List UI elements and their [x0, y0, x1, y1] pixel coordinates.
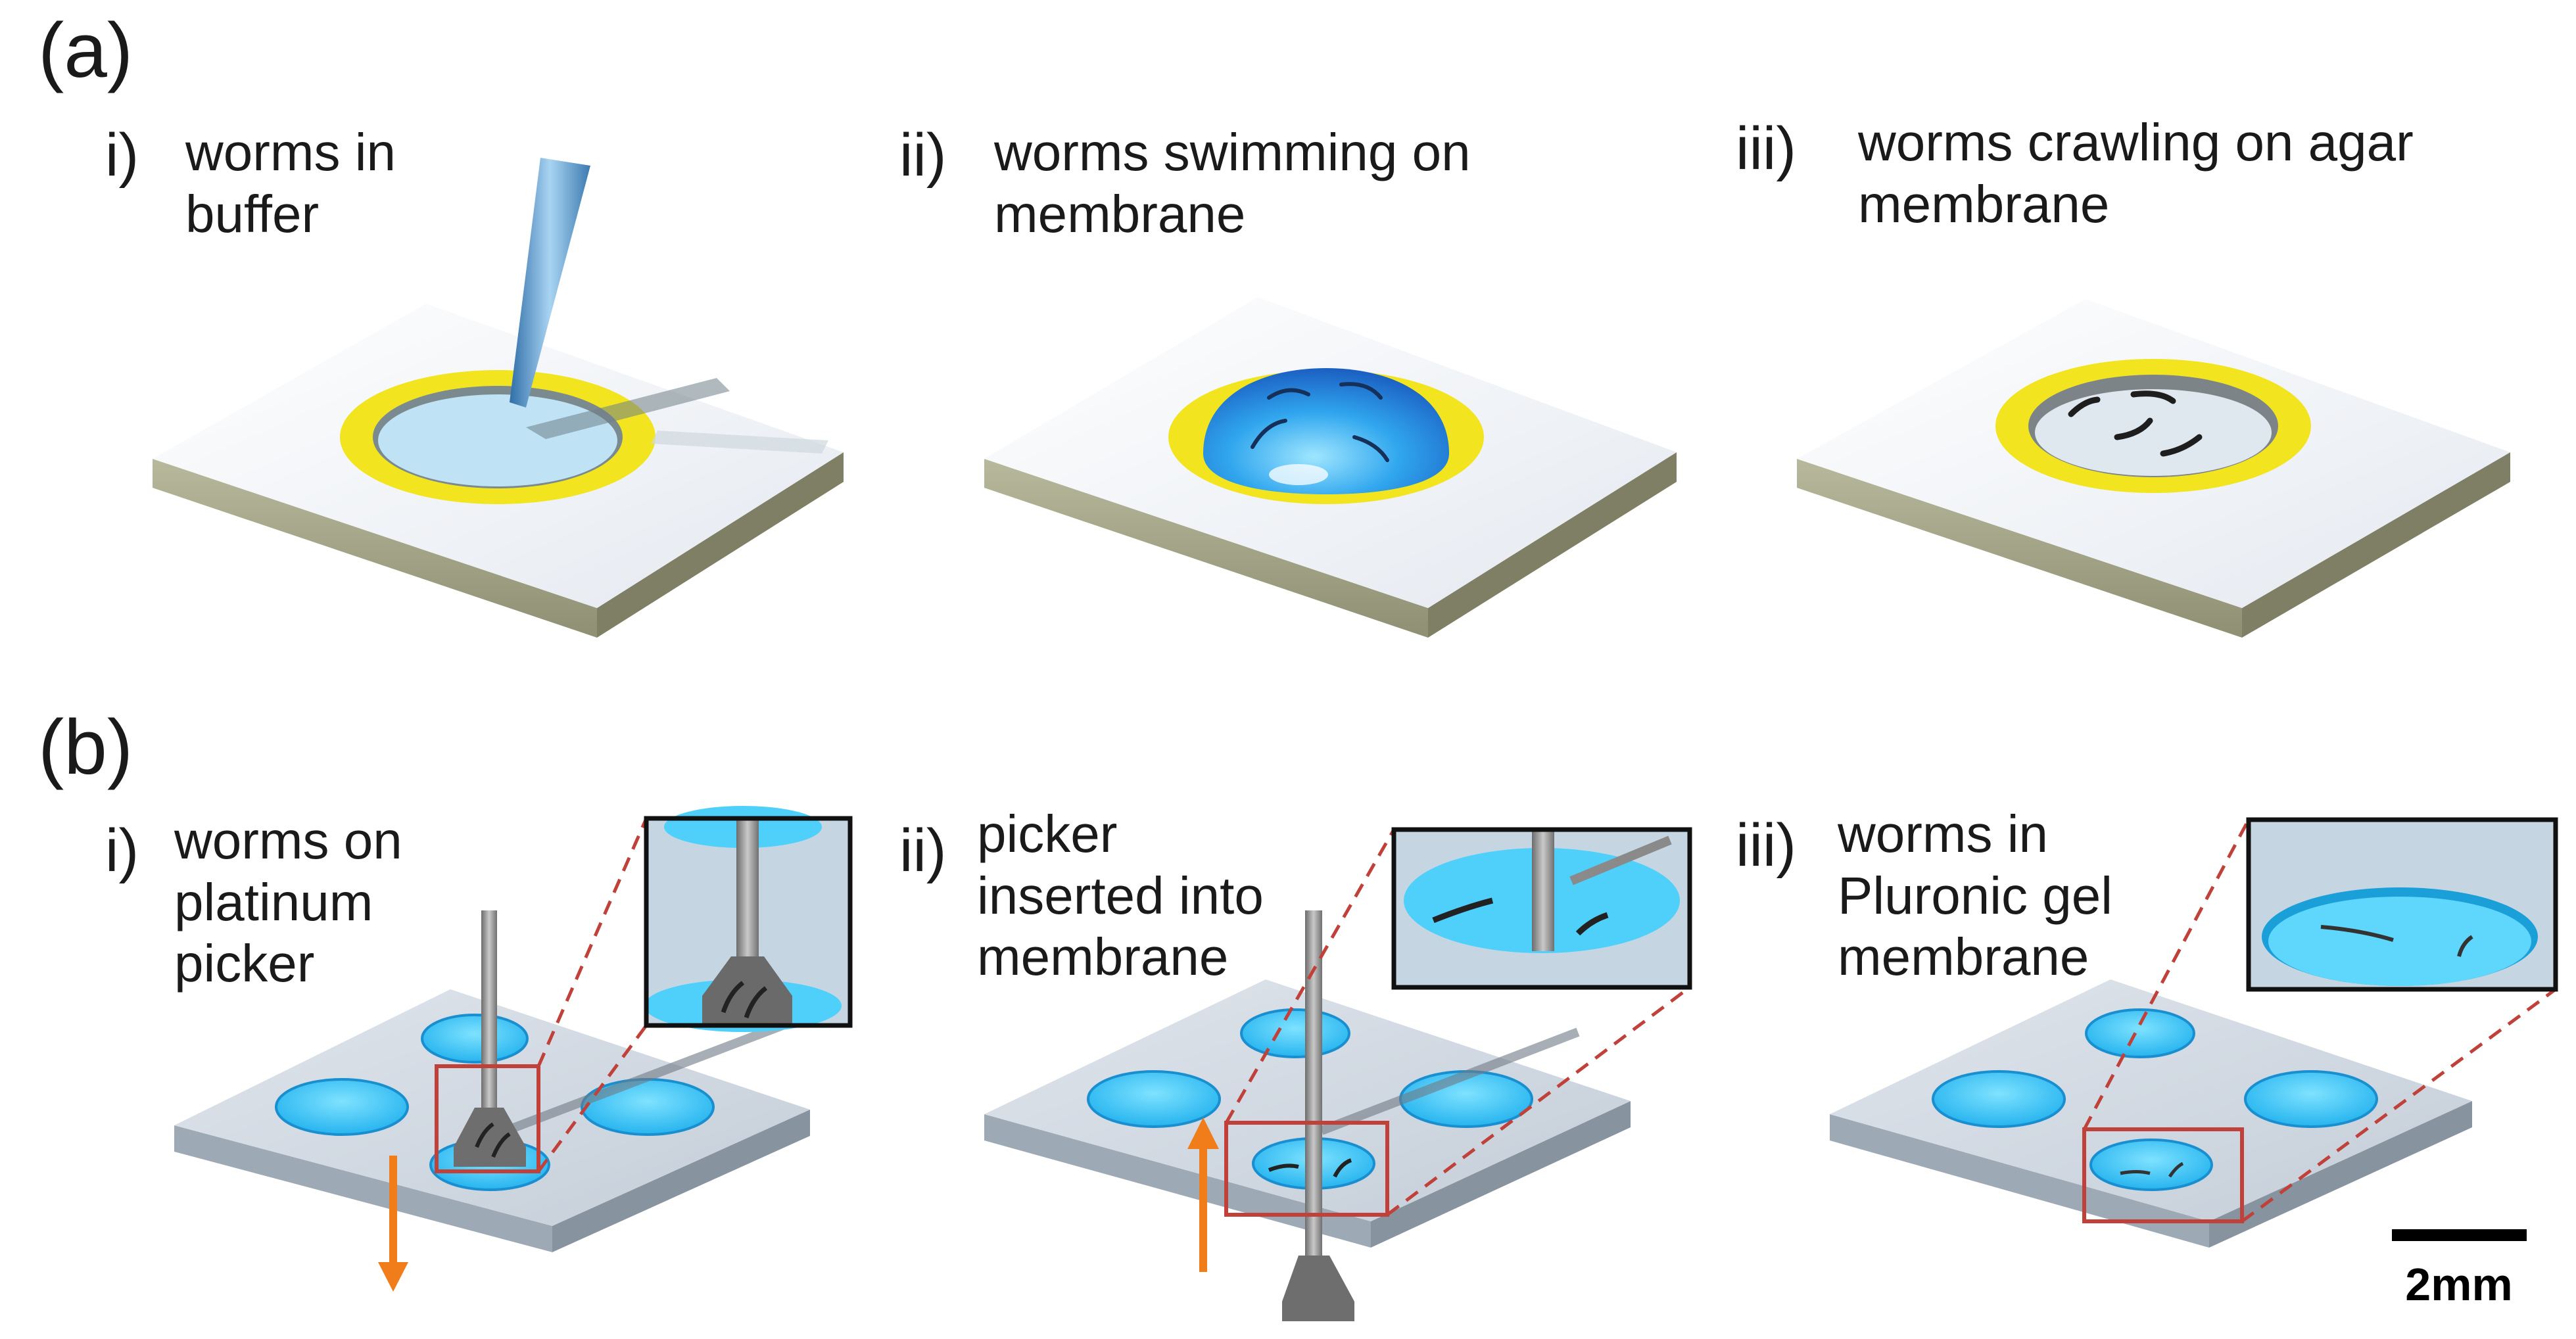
well [275, 1078, 409, 1136]
zoom-guide [1224, 828, 1396, 1124]
zoom-guide [537, 1024, 648, 1173]
well [2244, 1070, 2378, 1128]
worm [1251, 419, 1287, 449]
worm [475, 1122, 494, 1148]
zoom-region-b-i [435, 1064, 540, 1173]
slab-side-a-ii [984, 459, 1428, 638]
worm [1339, 382, 1383, 400]
worm [2068, 396, 2101, 417]
panel-b-label: (b) [38, 704, 133, 791]
zoom-guide [1386, 986, 1691, 1216]
chip-top-b-iii [1830, 979, 2472, 1221]
slab-side-right-a-iii [2242, 452, 2510, 638]
zoom-guide [537, 818, 648, 1067]
panel-a-iii-number: iii) [1736, 115, 1796, 182]
slab-side-right-a-i [597, 452, 844, 638]
chip-side-right-b-iii [2209, 1101, 2472, 1248]
buffer-liquid-a-i [378, 394, 617, 486]
inset-b-i [644, 806, 853, 1032]
scale-bar-label: 2mm [2405, 1259, 2512, 1310]
worm [491, 1132, 511, 1158]
liquid-dome [1203, 368, 1449, 494]
picker-rod [481, 910, 497, 1108]
zoom-guide [2082, 818, 2251, 1131]
rod-shadow [1320, 1027, 1580, 1135]
well [2089, 1139, 2213, 1191]
worm [2114, 417, 2153, 440]
panel-a-ii-caption: worms swimming on membrane [994, 123, 1471, 243]
pipette-reflection [651, 431, 828, 454]
pipette-tip [510, 158, 590, 408]
panel-b-ii-number: ii) [899, 817, 947, 884]
panel-a-ii-number: ii) [899, 122, 947, 189]
pipette-shadow [526, 378, 730, 439]
panel-a-label: (a) [38, 7, 133, 94]
panel-a-i-number: i) [105, 122, 139, 189]
worm [1268, 1163, 1299, 1172]
chip-side-b-iii [1830, 1114, 2209, 1248]
worm [1352, 435, 1389, 462]
panel-a-ii-illustration [984, 297, 1677, 638]
panel-a-i-illustration [153, 158, 844, 638]
agar-surface [2035, 389, 2272, 476]
panel-a-iii-caption: worms crawling on agar membrane [1858, 113, 2414, 233]
down-arrow-head [378, 1262, 408, 1292]
well [421, 1014, 529, 1064]
panel-b-iii-illustration [1830, 817, 2558, 1248]
chip-side-b-i [174, 1125, 552, 1252]
panel-b-ii-illustration [984, 827, 1692, 1321]
rod-shadow [504, 1021, 784, 1135]
inset-b-iii [2246, 817, 2558, 992]
zoom-region-b-iii [2082, 1127, 2244, 1223]
well [2085, 1008, 2195, 1058]
chip-side-right-b-ii [1371, 1101, 1631, 1248]
inset-b-ii [1391, 827, 1692, 990]
picker-head [454, 1108, 526, 1167]
well [1932, 1070, 2066, 1128]
worm [2160, 434, 2203, 457]
panel-b-i-illustration [174, 806, 853, 1292]
worm [2130, 390, 2176, 404]
well [1087, 1070, 1221, 1128]
panel-b-ii-caption: picker inserted into membrane [977, 805, 1264, 987]
worm [2120, 1170, 2151, 1175]
well [1240, 1008, 1350, 1058]
panel-b-i-caption: worms on platinum picker [174, 811, 402, 993]
worm [1267, 388, 1310, 400]
chip-side-right-b-i [552, 1110, 810, 1252]
panel-b-iii-number: iii) [1736, 812, 1796, 879]
dome-highlight [1269, 464, 1328, 485]
scale-bar [2392, 1229, 2527, 1241]
slab-side-right-a-ii [1428, 452, 1677, 638]
zoom-region-b-ii [1224, 1121, 1389, 1217]
worm [2168, 1162, 2184, 1178]
slab-side-a-i [153, 459, 597, 638]
panel-a-iii-illustration [1797, 299, 2510, 638]
worm [1333, 1158, 1352, 1178]
up-arrow-head [1187, 1117, 1219, 1149]
picker-head [1282, 1256, 1354, 1321]
panel-b-i-number: i) [105, 817, 139, 884]
panel-a-i-caption: worms in buffer [185, 123, 396, 243]
panel-b-iii-caption: worms in Pluronic gel membrane [1838, 805, 2113, 987]
zoom-guide [2241, 987, 2557, 1223]
slab-side-a-iii [1797, 459, 2242, 638]
